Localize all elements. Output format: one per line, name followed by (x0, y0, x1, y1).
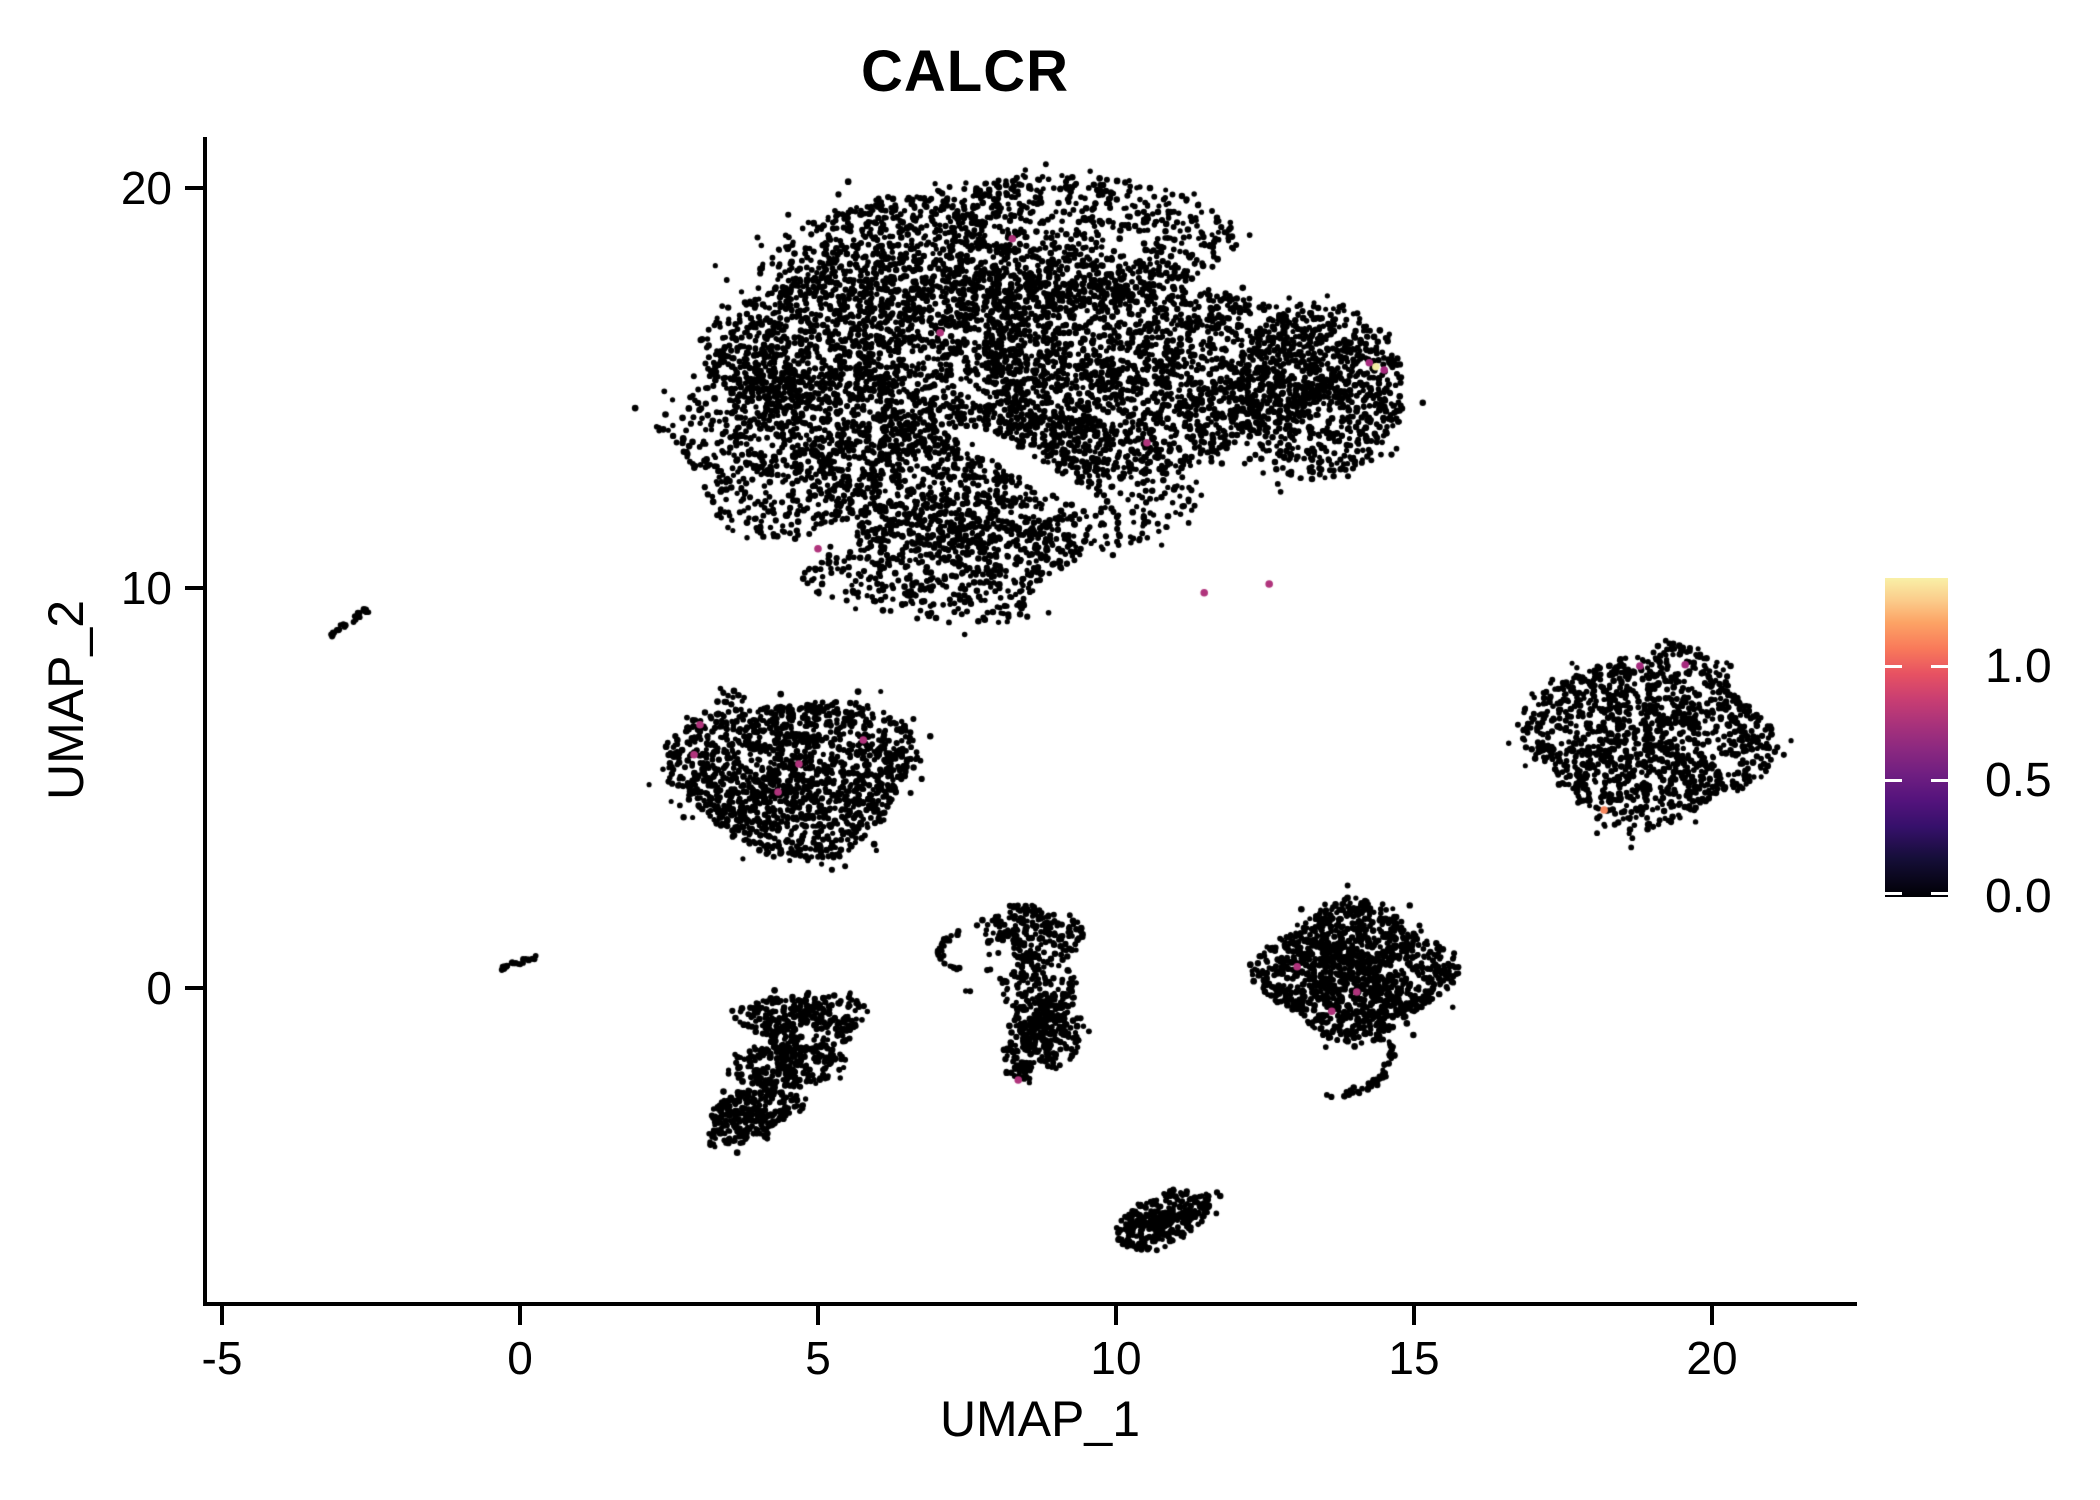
colorbar-tick-0.0-left (1885, 892, 1902, 895)
y-axis-title: UMAP_2 (38, 599, 94, 801)
colorbar-label-0.5: 0.5 (1985, 754, 2052, 807)
x-tick-label-0: 0 (507, 1332, 533, 1384)
x-tick-label-10: 10 (1090, 1332, 1142, 1384)
colorbar-tick-0.0-right (1931, 892, 1948, 895)
colorbar-tick-1.0-left (1885, 665, 1902, 668)
x-tick-label-neg5: -5 (201, 1332, 243, 1384)
y-tick-20 (185, 186, 204, 190)
colorbar-tick-0.5-right (1931, 779, 1948, 782)
y-tick-label-0: 0 (146, 962, 172, 1014)
x-tick-20 (1710, 1306, 1714, 1325)
colorbar-label-0.0: 0.0 (1985, 870, 2052, 923)
x-tick-label-20: 20 (1686, 1332, 1738, 1384)
x-tick-10 (1114, 1306, 1118, 1325)
x-tick-label-15: 15 (1388, 1332, 1440, 1384)
expression-colorbar (1885, 578, 1948, 897)
x-tick-15 (1412, 1306, 1416, 1325)
x-tick-0 (518, 1306, 522, 1325)
x-tick-5 (816, 1306, 820, 1325)
y-tick-label-10: 10 (120, 562, 172, 614)
x-tick-neg5 (220, 1306, 224, 1325)
y-tick-0 (185, 986, 204, 990)
colorbar-label-1.0: 1.0 (1985, 640, 2052, 693)
colorbar-tick-0.5-left (1885, 779, 1902, 782)
x-axis-title: UMAP_1 (939, 1391, 1141, 1447)
y-tick-label-20: 20 (120, 162, 172, 214)
y-tick-10 (185, 586, 204, 590)
y-axis-line (203, 137, 207, 1306)
x-axis-line (203, 1302, 1857, 1306)
x-tick-label-5: 5 (805, 1332, 831, 1384)
colorbar-tick-1.0-right (1931, 665, 1948, 668)
plot-title: CALCR (861, 39, 1069, 104)
